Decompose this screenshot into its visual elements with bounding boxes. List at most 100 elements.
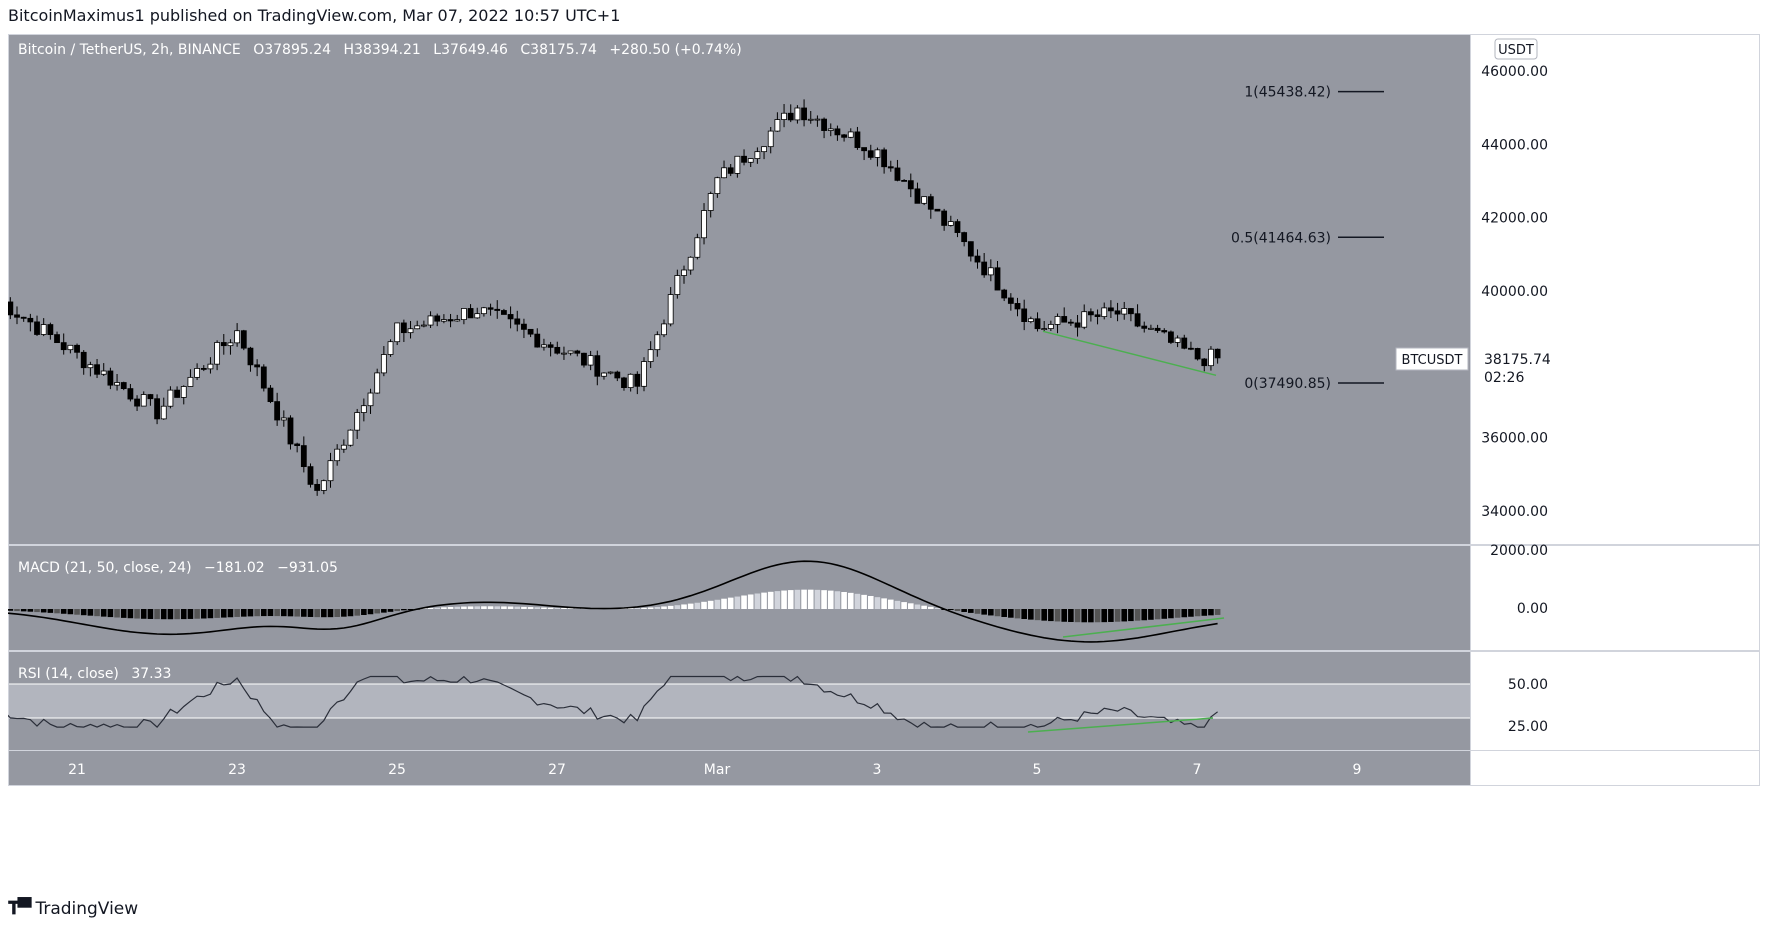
- candle-body: [647, 349, 654, 362]
- macd-histogram-bar: [681, 604, 687, 609]
- price-axis[interactable]: 34000.0036000.0038000.0040000.0042000.00…: [1481, 64, 1548, 735]
- macd-histogram-bar: [734, 596, 741, 609]
- macd-histogram-bar: [661, 606, 667, 609]
- macd-histogram-bar: [321, 609, 327, 618]
- macd-histogram-bar: [1201, 609, 1208, 616]
- publisher-line: BitcoinMaximus1 published on TradingView…: [8, 6, 621, 25]
- candle-body: [1027, 318, 1034, 323]
- candle-body: [360, 405, 367, 413]
- macd-histogram-bar: [274, 609, 280, 617]
- candle-body: [967, 241, 974, 257]
- price-tick-label: 46000.00: [1481, 64, 1548, 80]
- candle-body: [220, 342, 227, 347]
- time-tick-label: 3: [873, 762, 882, 778]
- tradingview-brand[interactable]: 𝐓▀ TradingView: [8, 898, 138, 919]
- candle-body: [1161, 330, 1168, 333]
- macd-histogram-bar: [1114, 609, 1121, 622]
- candle-body: [594, 355, 601, 377]
- tradingview-logo-icon: 𝐓▀: [8, 898, 31, 919]
- candle-body: [681, 269, 687, 276]
- price-tick-label: 44000.00: [1481, 137, 1548, 153]
- macd-histogram-bar: [140, 609, 147, 619]
- macd-histogram-bar: [907, 603, 914, 609]
- symbol-legend[interactable]: Bitcoin / TetherUS, 2h, BINANCE O37895.2…: [18, 42, 742, 58]
- time-tick-label: Mar: [704, 762, 731, 778]
- macd-histogram-bar: [747, 594, 754, 609]
- candle-body: [801, 107, 807, 121]
- candle-body: [641, 361, 647, 387]
- candle-body: [407, 328, 414, 334]
- macd-histogram-bar: [1134, 609, 1141, 621]
- candle-body: [714, 177, 721, 194]
- rsi-legend[interactable]: RSI (14, close) 37.33: [18, 666, 171, 682]
- time-tick-label: 21: [68, 762, 86, 778]
- macd-histogram-bar: [1214, 609, 1221, 615]
- candle-body: [134, 398, 140, 407]
- candle-body: [127, 388, 134, 400]
- macd-histogram-bar: [294, 609, 300, 617]
- candle-body: [240, 330, 247, 349]
- candle-body: [27, 317, 34, 323]
- candle-body: [260, 366, 267, 389]
- candle-body: [234, 330, 241, 344]
- candle-body: [927, 196, 934, 210]
- macd-histogram-bar: [67, 609, 74, 615]
- macd-histogram-bar: [1181, 609, 1188, 618]
- candle-body: [1114, 310, 1121, 315]
- macd-histogram-bar: [454, 606, 461, 609]
- candle-body: [1061, 316, 1068, 323]
- symbol-tag: [1395, 347, 1469, 371]
- candle-body: [367, 392, 374, 407]
- candle-body: [374, 372, 381, 394]
- brand-label: TradingView: [35, 898, 139, 919]
- macd-histogram-bar: [647, 607, 654, 609]
- macd-histogram-bar: [721, 598, 727, 609]
- chart-svg[interactable]: 1(45438.42)0.5(41464.63)0(37490.85) 3400…: [0, 34, 1760, 786]
- candle-body: [1141, 325, 1148, 329]
- fib-levels: 1(45438.42) 0.5(41464.63) 0(37490.85): [1231, 85, 1384, 392]
- candle-body: [54, 334, 60, 344]
- macd-histogram-bar: [220, 609, 227, 618]
- macd-histogram-bar: [1154, 609, 1161, 620]
- macd-histogram-bar: [807, 589, 814, 609]
- candle-body: [774, 119, 781, 132]
- macd-histogram-bar: [1088, 609, 1094, 623]
- macd-histogram-bar: [641, 607, 647, 609]
- macd-histogram-bar: [887, 599, 894, 609]
- candle-body: [1101, 307, 1108, 317]
- price-pane[interactable]: [8, 34, 1470, 544]
- macd-histogram-bar: [521, 606, 527, 609]
- candle-body: [7, 301, 14, 316]
- macd-histogram-bar: [1001, 609, 1007, 617]
- candle-body: [140, 394, 147, 407]
- macd-histogram-bar: [687, 603, 694, 609]
- candle-body: [1134, 313, 1141, 327]
- candle-body: [501, 310, 507, 315]
- macd-histogram-bar: [1101, 609, 1108, 623]
- candle-body: [481, 307, 487, 315]
- macd-histogram-bar: [134, 609, 140, 619]
- candle-body: [274, 401, 281, 421]
- macd-histogram-bar: [1168, 609, 1174, 619]
- candle-body: [527, 328, 534, 335]
- candlestick-series: [0, 99, 1221, 496]
- candle-body: [847, 131, 854, 138]
- fib-level-label: 0.5(41464.63): [1231, 230, 1331, 246]
- macd-histogram-bar: [654, 606, 661, 609]
- time-axis[interactable]: [8, 750, 1470, 786]
- fib-level-label: 1(45438.42): [1244, 85, 1331, 101]
- price-tick-label: 42000.00: [1481, 211, 1548, 227]
- macd-histogram-bar: [1141, 609, 1148, 621]
- macd-histogram-bar: [27, 609, 34, 612]
- macd-histogram-bar: [861, 594, 867, 609]
- bar-countdown: 02:26: [1484, 370, 1524, 386]
- time-tick-label: 9: [1353, 762, 1362, 778]
- macd-histogram-bar: [694, 602, 701, 609]
- macd-histogram-bar: [1041, 609, 1047, 621]
- macd-legend[interactable]: MACD (21, 50, close, 24) −181.02 −931.05: [18, 560, 338, 576]
- candle-body: [807, 118, 814, 121]
- candle-body: [180, 386, 187, 398]
- currency-badge[interactable]: [1494, 38, 1538, 60]
- candle-body: [254, 364, 261, 368]
- candle-body: [687, 256, 694, 271]
